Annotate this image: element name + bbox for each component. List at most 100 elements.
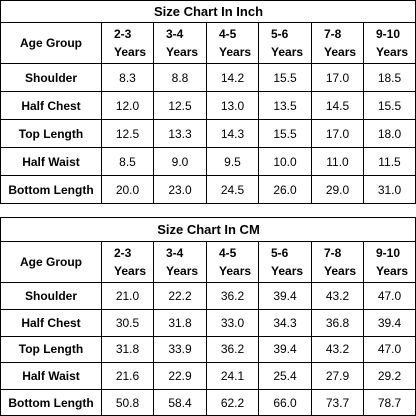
age-range: 5-6 [271,246,289,260]
age-range: 2-3 [114,27,132,41]
value-text: 31.0 [377,182,402,197]
value-text: 13.5 [273,98,297,113]
value-cell: 22.9 [153,362,206,390]
value-text: 12.0 [115,98,140,113]
value-cell: 11.0 [311,147,363,175]
header-cell: 4-5 Years [206,22,258,63]
value-cell: 58.4 [153,389,206,416]
row-label: Bottom Length [0,389,101,416]
value-text: 13.0 [220,98,245,113]
value-text: 24.5 [220,182,245,197]
value-cell: 29.2 [363,362,415,390]
age-range: 2-3 [114,246,132,260]
value-cell: 11.5 [363,147,415,175]
value-text: 25.4 [273,369,297,384]
value-text: 39.4 [273,342,297,357]
value-cell: 22.2 [153,282,206,309]
value-cell: 14.2 [206,63,258,91]
value-cell: 39.4 [258,335,311,363]
value-text: 15.5 [377,98,402,113]
value-cell: 10.0 [258,147,311,175]
value-text: 47.0 [377,342,402,357]
age-range: 7-8 [324,246,342,260]
value-cell: 25.4 [258,362,311,390]
value-cell: 66.0 [258,389,311,416]
value-cell: 33.0 [206,308,258,336]
value-cell: 17.0 [311,119,363,147]
row-label: Half Chest [0,308,101,336]
value-cell: 43.2 [311,335,363,363]
header-cell: 2-3 Years [101,22,153,63]
value-cell: 31.0 [363,175,415,203]
value-cell: 47.0 [363,335,415,363]
value-text: 23.0 [168,182,192,197]
value-cell: 12.5 [101,119,153,147]
value-text: 10.0 [273,154,297,169]
value-text: 36.8 [325,315,350,330]
value-cell: 8.5 [101,147,153,175]
age-unit: Years [114,264,147,278]
value-cell: 30.5 [101,308,153,336]
value-text: 24.1 [220,369,245,384]
value-text: 15.5 [273,126,297,141]
value-cell: 13.0 [206,91,258,119]
value-cell: 15.5 [258,63,311,91]
value-text: 14.5 [325,98,350,113]
row-label-text: Half Waist [22,369,80,384]
row-label: Half Waist [0,362,101,390]
table-title: Size Chart In CM [0,217,416,241]
value-text: 29.0 [325,182,350,197]
value-cell: 31.8 [153,308,206,336]
age-range: 7-8 [324,27,342,41]
value-cell: 34.3 [258,308,311,336]
value-text: 21.0 [115,288,140,303]
value-text: 12.5 [168,98,192,113]
value-text: 50.8 [115,396,140,411]
header-cell: 7-8 Years [311,22,363,63]
value-text: 27.9 [325,369,350,384]
age-range: 3-4 [166,27,184,41]
value-text: 12.5 [115,126,140,141]
value-cell: 29.0 [311,175,363,203]
value-text: 14.3 [220,126,245,141]
age-unit: Years [114,45,147,59]
value-text: 21.6 [115,369,140,384]
title-text: Size Chart In Inch [153,4,264,19]
age-range: 4-5 [219,246,237,260]
age-unit: Years [219,264,252,278]
row-label: Bottom Length [0,175,101,203]
value-text: 31.8 [168,315,192,330]
value-cell: 12.0 [101,91,153,119]
row-label: Shoulder [0,282,101,309]
age-range: 5-6 [271,27,289,41]
header-text: Age Group [20,255,82,269]
value-cell: 14.3 [206,119,258,147]
value-text: 36.2 [220,288,245,303]
age-unit: Years [324,45,357,59]
value-cell: 43.2 [311,282,363,309]
value-text: 36.2 [220,342,245,357]
value-cell: 36.8 [311,308,363,336]
value-text: 8.8 [171,70,189,85]
row-label-text: Shoulder [24,70,77,85]
value-cell: 13.3 [153,119,206,147]
value-text: 11.0 [326,154,349,169]
row-label-text: Bottom Length [8,396,94,411]
value-cell: 21.0 [101,282,153,309]
value-text: 22.2 [168,288,192,303]
header-cell: 4-5 Years [206,241,258,282]
age-range: 4-5 [219,27,237,41]
header-cell: 5-6 Years [258,22,311,63]
value-text: 22.9 [168,369,192,384]
age-unit: Years [219,45,252,59]
value-cell: 15.5 [258,119,311,147]
age-unit: Years [324,264,357,278]
value-cell: 39.4 [258,282,311,309]
value-cell: 13.5 [258,91,311,119]
header-cell: 2-3 Years [101,241,153,282]
value-cell: 78.7 [363,389,415,416]
age-unit: Years [271,264,304,278]
value-text: 13.3 [168,126,192,141]
border [0,203,416,204]
value-text: 8.5 [119,154,136,169]
